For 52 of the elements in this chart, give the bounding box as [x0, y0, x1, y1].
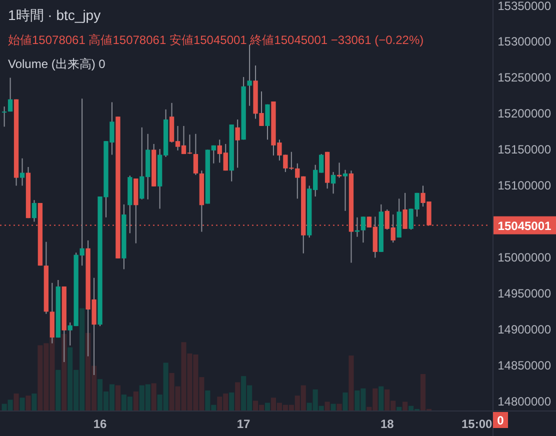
- bar: [336, 404, 342, 411]
- candlestick: [265, 104, 270, 140]
- bar: [26, 396, 31, 411]
- y-tick-label: 15100000: [498, 178, 552, 193]
- chart-title: Volume (出来高) 0: [8, 57, 106, 71]
- candlestick: [336, 162, 342, 178]
- text: 1時間 · btc_jpy: [8, 7, 101, 23]
- y-tick-label: 15300000: [498, 34, 552, 49]
- bar: [324, 402, 330, 411]
- y-tick-label: 14950000: [498, 286, 552, 301]
- y-tick-label: 15150000: [498, 142, 552, 157]
- bar: [32, 394, 37, 411]
- x-tick-label: 17: [236, 417, 251, 431]
- bar: [378, 386, 384, 411]
- bar: [348, 356, 354, 411]
- y-tick-label: 14900000: [498, 322, 552, 337]
- x-tick-label: 18: [380, 417, 394, 431]
- text: 始値15078061 高値15078061 安値15045001 終値15045001 −33061 (−0.22%): [8, 33, 424, 47]
- bar: [264, 402, 270, 411]
- y-tick-label: 15350000: [498, 0, 552, 13]
- bar: [133, 391, 138, 411]
- candlestick: [193, 133, 198, 176]
- candlestick: [32, 200, 37, 222]
- candlestick: [247, 44, 252, 106]
- text: 0: [497, 414, 504, 428]
- bar: [115, 385, 120, 411]
- bar: [62, 334, 67, 411]
- x-tick-label: 16: [93, 417, 108, 431]
- candlestick: [330, 172, 336, 194]
- candlestick: [354, 216, 360, 238]
- bar: [229, 392, 234, 411]
- candlestick: [2, 106, 7, 128]
- bar: [235, 382, 240, 411]
- candlestick: [360, 216, 366, 244]
- bar: [56, 370, 61, 411]
- candlestick: [342, 169, 348, 212]
- bar: [402, 402, 408, 411]
- bar: [330, 404, 336, 411]
- y-tick-label: 15200000: [498, 106, 552, 121]
- y-tick-label: 14850000: [498, 358, 552, 373]
- candlestick: [8, 77, 13, 112]
- candlestick: [20, 158, 25, 186]
- bar: [151, 383, 156, 411]
- ref-line-label: 15045001: [498, 218, 552, 233]
- y-tick-label: 15250000: [498, 70, 552, 85]
- bar: [342, 392, 348, 411]
- bar: [14, 394, 19, 411]
- candlestick: [235, 118, 240, 168]
- bar: [20, 398, 25, 411]
- y-tick-label: 15000000: [498, 250, 552, 265]
- x-tick-label: 15:00: [461, 417, 493, 431]
- y-tick-label: 14800000: [498, 394, 552, 409]
